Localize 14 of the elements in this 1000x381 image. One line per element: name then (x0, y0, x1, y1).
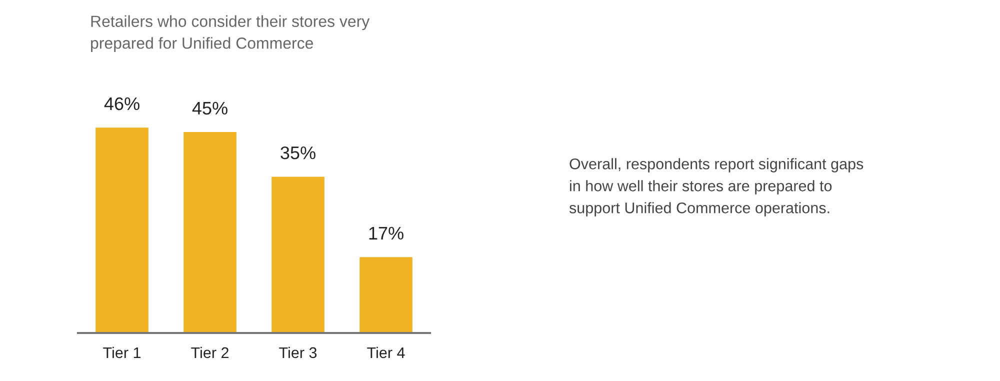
bar (272, 176, 324, 333)
data-label: 46% (104, 97, 140, 110)
x-tick-label: Tier 4 (367, 346, 405, 358)
bar (96, 128, 148, 333)
bar (360, 257, 412, 333)
x-tick-label: Tier 2 (191, 346, 228, 358)
text: Overall, respondents report significant gaps in how well their stores are prepared to support Unified Commerce operations. (569, 158, 864, 216)
data-label: 17% (369, 226, 404, 240)
x-tick-label: Tier 1 (103, 346, 140, 358)
data-label: 35% (280, 146, 316, 160)
data-label: 45% (192, 102, 228, 115)
x-tick-label: Tier 3 (279, 346, 317, 358)
chart-title: Retailers who consider their stores very prepared for Unified Commerce (91, 15, 370, 52)
bar (184, 132, 236, 333)
